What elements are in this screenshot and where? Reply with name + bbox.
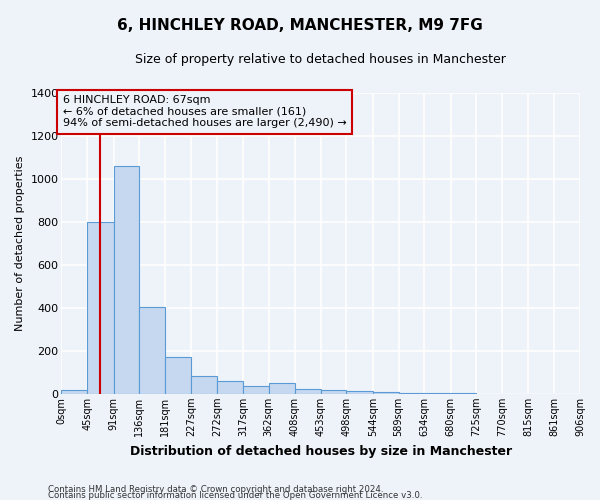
Bar <box>321 390 346 394</box>
Bar <box>398 393 424 394</box>
Bar <box>217 381 243 394</box>
Bar <box>346 390 373 394</box>
Y-axis label: Number of detached properties: Number of detached properties <box>15 156 25 331</box>
Bar <box>113 166 139 394</box>
Text: 6, HINCHLEY ROAD, MANCHESTER, M9 7FG: 6, HINCHLEY ROAD, MANCHESTER, M9 7FG <box>117 18 483 32</box>
Bar <box>191 376 217 394</box>
Text: Contains HM Land Registry data © Crown copyright and database right 2024.: Contains HM Land Registry data © Crown c… <box>48 484 383 494</box>
Text: 6 HINCHLEY ROAD: 67sqm
← 6% of detached houses are smaller (161)
94% of semi-det: 6 HINCHLEY ROAD: 67sqm ← 6% of detached … <box>62 95 346 128</box>
Bar <box>165 358 191 394</box>
Bar <box>61 390 87 394</box>
X-axis label: Distribution of detached houses by size in Manchester: Distribution of detached houses by size … <box>130 444 512 458</box>
Bar <box>424 393 451 394</box>
Title: Size of property relative to detached houses in Manchester: Size of property relative to detached ho… <box>135 52 506 66</box>
Bar <box>87 222 113 394</box>
Bar <box>269 383 295 394</box>
Bar <box>139 307 165 394</box>
Bar <box>243 386 269 394</box>
Bar <box>373 392 398 394</box>
Text: Contains public sector information licensed under the Open Government Licence v3: Contains public sector information licen… <box>48 491 422 500</box>
Bar <box>295 388 321 394</box>
